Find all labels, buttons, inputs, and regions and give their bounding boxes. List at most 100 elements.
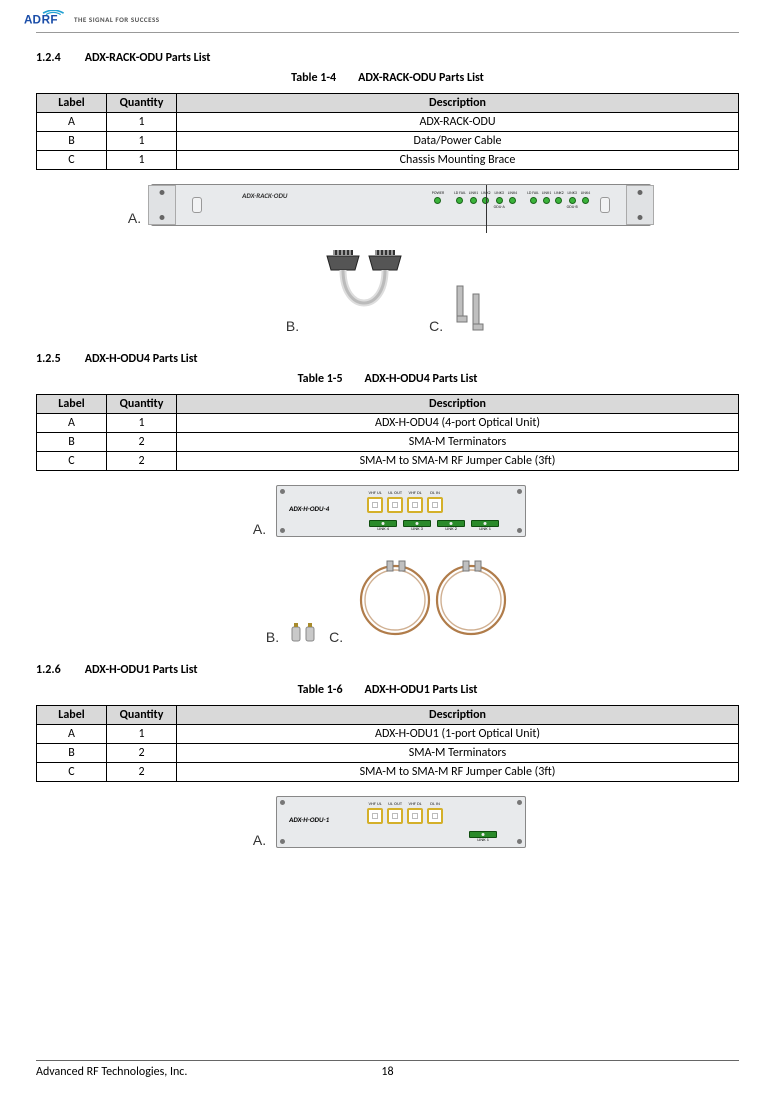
fig-label-a: A. (128, 210, 141, 226)
odu4-diagram: ADX-H-ODU-4 VHF ULUL OUTVHF DLDL IN LINK… (276, 485, 526, 537)
header-tagline: THE SIGNAL FOR SUCCESS (74, 15, 160, 24)
table-cell: B (37, 132, 107, 151)
led-indicator: POWER (432, 192, 444, 210)
table-row: C1Chassis Mounting Brace (37, 151, 739, 170)
optical-port: UL OUT (387, 491, 403, 513)
section-125-number: 1.2.5 (36, 352, 82, 366)
optical-port: DL IN (427, 802, 443, 824)
footer-company: Advanced RF Technologies, Inc. (36, 1065, 270, 1079)
figure-125-bc: B. C. (36, 555, 739, 645)
table-row: C2SMA-M to SMA-M RF Jumper Cable (3ft) (37, 763, 739, 782)
table-1-6-caption-title: ADX-H-ODU1 Parts List (365, 683, 478, 697)
section-124-number: 1.2.4 (36, 51, 82, 65)
led-indicator: LD FAIL (527, 192, 539, 210)
fig-label-c: C. (329, 629, 343, 645)
table-row: C2SMA-M to SMA-M RF Jumper Cable (3ft) (37, 452, 739, 471)
optical-port: VHF UL (367, 491, 383, 513)
fig-label-a: A. (253, 521, 266, 537)
svg-text:AD: AD (24, 13, 41, 26)
optical-port: DL IN (427, 491, 443, 513)
fig-label-a: A. (253, 832, 266, 848)
table-1-5-caption-num: Table 1-5 (298, 372, 343, 386)
table-1-5-caption-title: ADX-H-ODU4 Parts List (365, 372, 478, 386)
header-rule (36, 32, 739, 33)
section-125-heading: 1.2.5 ADX-H-ODU4 Parts List (36, 352, 739, 366)
table-1-5-caption: Table 1-5 ADX-H-ODU4 Parts List (36, 372, 739, 386)
rack-odu-diagram: ADX-RACK-ODU POWERLD FAILLINK1LINK2LINK3… (151, 184, 651, 226)
led-indicator: LINK1 (469, 192, 478, 210)
table-cell: 2 (107, 763, 177, 782)
table-row: A1ADX-H-ODU1 (1-port Optical Unit) (37, 725, 739, 744)
rf-jumper-cable-icon (353, 555, 513, 645)
section-124-title: ADX-RACK-ODU Parts List (85, 51, 211, 65)
table-1-4: Label Quantity Description A1ADX-RACK-OD… (36, 93, 739, 170)
fig-label-c: C. (429, 318, 443, 334)
link-indicator: LINK 1 (469, 831, 497, 843)
table-1-4-caption-num: Table 1-4 (291, 71, 336, 85)
svg-text:F: F (50, 13, 57, 26)
table-row: A1ADX-RACK-ODU (37, 113, 739, 132)
data-power-cable-icon (309, 244, 419, 334)
table-cell: 2 (107, 452, 177, 471)
table-cell: 2 (107, 433, 177, 452)
table-header: Quantity (107, 94, 177, 113)
led-indicator: LINK4 (581, 192, 590, 210)
table-1-4-caption-title: ADX-RACK-ODU Parts List (358, 71, 484, 85)
fig-label-b: B. (286, 318, 299, 334)
table-cell: SMA-M to SMA-M RF Jumper Cable (3ft) (177, 763, 739, 782)
table-cell: SMA-M Terminators (177, 433, 739, 452)
table-cell: B (37, 744, 107, 763)
adrf-logo-icon: AD R F (24, 10, 68, 28)
figure-125-a: A. ADX-H-ODU-4 VHF ULUL OUTVHF DLDL IN L… (36, 485, 739, 537)
led-indicator: LD FAIL (454, 192, 466, 210)
table-1-6: Label Quantity Description A1ADX-H-ODU1 … (36, 705, 739, 782)
figure-124-a: A. ADX-RACK-ODU POWERLD FAILLINK1LINK2LI… (36, 184, 739, 226)
table-cell: 1 (107, 725, 177, 744)
section-124-heading: 1.2.4 ADX-RACK-ODU Parts List (36, 51, 739, 65)
table-cell: A (37, 414, 107, 433)
odu1-diagram: ADX-H-ODU-1 VHF ULUL OUTVHF DLDL IN LINK… (276, 796, 526, 848)
optical-port: VHF DL (407, 802, 423, 824)
mounting-brace-icon (453, 282, 493, 334)
footer-rule (36, 1060, 739, 1061)
table-cell: 1 (107, 132, 177, 151)
odu4-label: ADX-H-ODU-4 (289, 504, 329, 513)
table-cell: A (37, 725, 107, 744)
table-cell: ADX-H-ODU4 (4-port Optical Unit) (177, 414, 739, 433)
table-cell: SMA-M Terminators (177, 744, 739, 763)
table-1-4-caption: Table 1-4 ADX-RACK-ODU Parts List (36, 71, 739, 85)
table-header: Label (37, 395, 107, 414)
fig-label-b: B. (266, 629, 279, 645)
table-cell: ADX-RACK-ODU (177, 113, 739, 132)
table-cell: C (37, 452, 107, 471)
table-cell: 2 (107, 744, 177, 763)
footer-page-number: 18 (270, 1065, 504, 1079)
table-cell: Data/Power Cable (177, 132, 739, 151)
table-cell: ADX-H-ODU1 (1-port Optical Unit) (177, 725, 739, 744)
led-indicator: LINK4 (508, 192, 517, 210)
svg-text:R: R (42, 13, 51, 26)
sma-terminator-icon (289, 621, 319, 645)
table-header: Description (177, 395, 739, 414)
table-1-5: Label Quantity Description A1ADX-H-ODU4 … (36, 394, 739, 471)
odu1-label: ADX-H-ODU-1 (289, 815, 329, 824)
optical-port: UL OUT (387, 802, 403, 824)
led-indicator: LINK3ODU-A (494, 192, 505, 210)
figure-124-bc: B. C. (36, 244, 739, 334)
table-cell: 1 (107, 113, 177, 132)
table-cell: A (37, 113, 107, 132)
link-indicator: LINK 2 (437, 520, 465, 532)
table-row: B2SMA-M Terminators (37, 433, 739, 452)
link-indicator: LINK 4 (369, 520, 397, 532)
link-indicator: LINK 1 (471, 520, 499, 532)
table-cell: C (37, 151, 107, 170)
table-row: B2SMA-M Terminators (37, 744, 739, 763)
section-125-title: ADX-H-ODU4 Parts List (85, 352, 198, 366)
table-row: B1Data/Power Cable (37, 132, 739, 151)
led-indicator: LINK3ODU-B (567, 192, 578, 210)
section-126-number: 1.2.6 (36, 663, 82, 677)
led-indicator: LINK1 (542, 192, 551, 210)
table-cell: Chassis Mounting Brace (177, 151, 739, 170)
table-header: Description (177, 94, 739, 113)
table-cell: SMA-M to SMA-M RF Jumper Cable (3ft) (177, 452, 739, 471)
